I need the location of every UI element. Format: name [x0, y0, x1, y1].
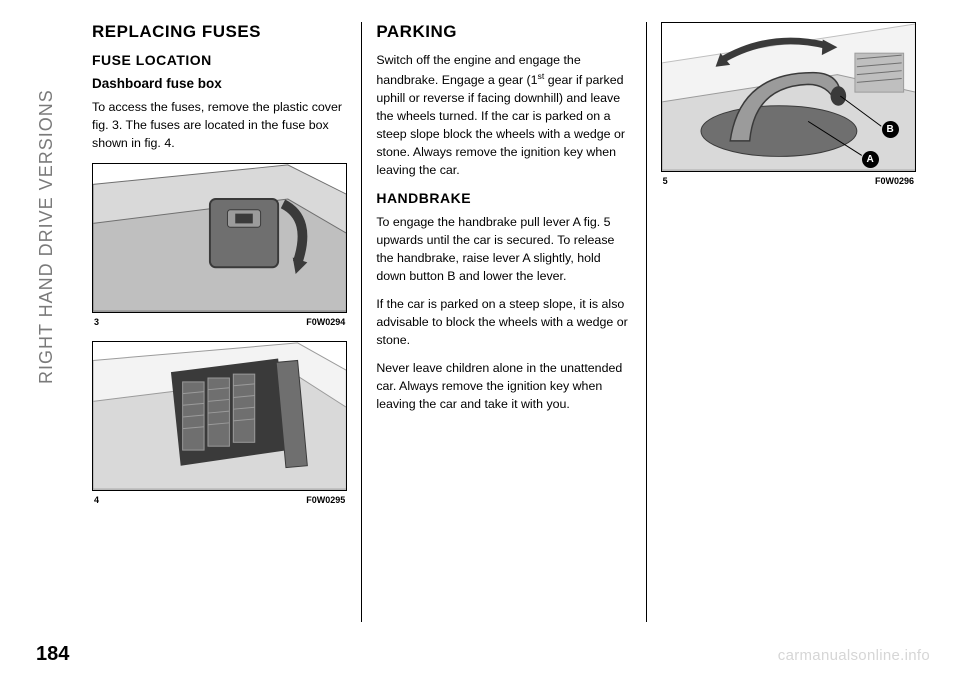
figure-5-number: 5 [663, 176, 668, 186]
heading-handbrake: HANDBRAKE [376, 190, 631, 206]
para-parking: Switch off the engine and engage the han… [376, 52, 631, 180]
figure-5-code: F0W0296 [875, 176, 914, 186]
figure-3-caption: 3 F0W0294 [92, 317, 347, 327]
content-columns: REPLACING FUSES FUSE LOCATION Dashboard … [78, 22, 930, 622]
callout-b: B [882, 121, 899, 138]
figure-3-code: F0W0294 [306, 317, 345, 327]
figure-3-illustration [93, 164, 346, 312]
column-2: PARKING Switch off the engine and engage… [361, 22, 645, 622]
section-side-label: RIGHT HAND DRIVE VERSIONS [36, 24, 62, 384]
heading-dashboard-fuse-box: Dashboard fuse box [92, 76, 347, 91]
watermark: carmanualsonline.info [778, 647, 930, 664]
figure-4-code: F0W0295 [306, 495, 345, 505]
heading-replacing-fuses: REPLACING FUSES [92, 22, 347, 42]
figure-5-caption: 5 F0W0296 [661, 176, 916, 186]
para-fuse-access: To access the fuses, remove the plastic … [92, 99, 347, 153]
heading-fuse-location: FUSE LOCATION [92, 52, 347, 68]
para-handbrake-1: To engage the handbrake pull lever A fig… [376, 214, 631, 286]
para-parking-b: gear if parked uphill or reverse if faci… [376, 73, 625, 177]
figure-4-caption: 4 F0W0295 [92, 495, 347, 505]
page-number: 184 [36, 643, 69, 666]
manual-page: RIGHT HAND DRIVE VERSIONS REPLACING FUSE… [0, 0, 960, 686]
figure-4 [92, 341, 347, 491]
para-handbrake-3: Never leave children alone in the unatte… [376, 360, 631, 414]
figure-4-number: 4 [94, 495, 99, 505]
figure-5-illustration [662, 23, 915, 171]
heading-parking: PARKING [376, 22, 631, 42]
callout-a: A [862, 151, 879, 168]
column-3: A B 5 F0W0296 [646, 22, 930, 622]
figure-5: A B [661, 22, 916, 172]
column-1: REPLACING FUSES FUSE LOCATION Dashboard … [78, 22, 361, 622]
figure-4-illustration [93, 342, 346, 490]
figure-3 [92, 163, 347, 313]
figure-3-number: 3 [94, 317, 99, 327]
para-handbrake-2: If the car is parked on a steep slope, i… [376, 296, 631, 350]
